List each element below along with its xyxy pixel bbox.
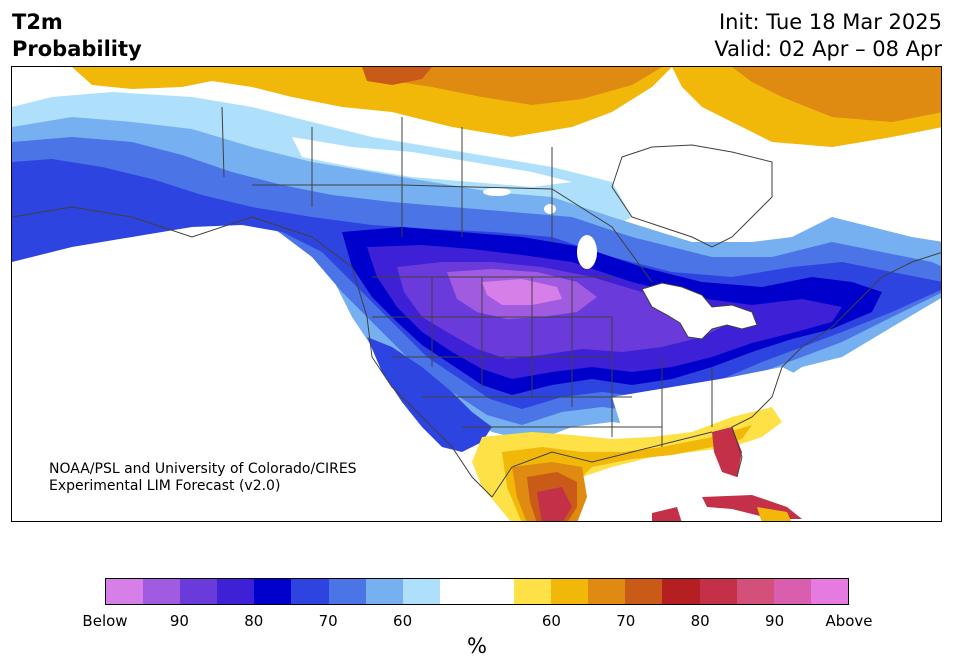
credit-line-1: NOAA/PSL and University of Colorado/CIRE… bbox=[49, 461, 357, 477]
lake-winnipeg bbox=[577, 235, 597, 269]
map-credit: NOAA/PSL and University of Colorado/CIRE… bbox=[49, 461, 357, 495]
canada-us-border bbox=[252, 184, 653, 283]
colorbar-segment bbox=[625, 579, 663, 604]
west-coastline bbox=[12, 206, 493, 498]
colorbar-tick-label: 60 bbox=[393, 612, 413, 630]
caribbean-above bbox=[652, 507, 682, 521]
product-label: Probability bbox=[12, 37, 142, 61]
credit-line-2: Experimental LIM Forecast (v2.0) bbox=[49, 478, 281, 494]
colorbar-segment bbox=[551, 579, 589, 604]
valid-range: Valid: 02 Apr – 08 Apr bbox=[714, 37, 942, 61]
boundaries bbox=[12, 106, 941, 498]
forecast-dates: Init: Tue 18 Mar 2025 Valid: 02 Apr – 08… bbox=[714, 9, 942, 63]
colorbar-segment bbox=[106, 579, 144, 604]
colorbar-tick-label: 80 bbox=[690, 612, 710, 630]
colorbar-segment bbox=[180, 579, 218, 604]
colorbar-segment bbox=[254, 579, 292, 604]
map-title: T2m Probability bbox=[12, 9, 142, 63]
colorbar-segment bbox=[365, 579, 403, 604]
alaska-border bbox=[221, 106, 225, 178]
great-slave-lake bbox=[483, 188, 511, 196]
mexico-above-crimson bbox=[537, 487, 572, 521]
east-coastline bbox=[731, 252, 941, 478]
arctic-above-strong bbox=[372, 67, 662, 105]
colorbar-segment bbox=[588, 579, 626, 604]
colorbar-tick-label: Below bbox=[82, 612, 128, 630]
colorbar-segment bbox=[328, 579, 366, 604]
colorbar-tick-label: 90 bbox=[765, 612, 785, 630]
colorbar-segment bbox=[291, 579, 329, 604]
colorbar-unit: % bbox=[467, 634, 487, 658]
map-canvas bbox=[12, 67, 941, 521]
colorbar-tick-label: Above bbox=[825, 612, 873, 630]
colorbar-segment bbox=[439, 579, 477, 604]
colorbar-segment bbox=[402, 579, 440, 604]
hudson-bay-coast bbox=[611, 144, 773, 248]
variable-label: T2m bbox=[12, 10, 63, 34]
colorbar-segment bbox=[736, 579, 774, 604]
florida-above bbox=[712, 427, 742, 477]
colorbar bbox=[105, 578, 849, 605]
colorbar-segment bbox=[143, 579, 181, 604]
colorbar-tick-label: 70 bbox=[616, 612, 636, 630]
colorbar-tick-label: 60 bbox=[541, 612, 561, 630]
greenland-strong bbox=[732, 67, 941, 122]
gulf-coastline bbox=[491, 431, 713, 498]
canada-province-lines bbox=[311, 117, 553, 242]
colorbar-segment bbox=[699, 579, 737, 604]
purple-below-peak-inner bbox=[482, 279, 562, 305]
colorbar-segment bbox=[514, 579, 552, 604]
great-lakes bbox=[641, 282, 758, 340]
colorbar-segment bbox=[810, 579, 848, 604]
colorbar-segment bbox=[773, 579, 811, 604]
lake-athabasca bbox=[544, 204, 556, 214]
probability-map bbox=[11, 66, 942, 522]
north-white-band bbox=[292, 137, 572, 187]
colorbar-tick-label: 80 bbox=[244, 612, 264, 630]
southwest-blue bbox=[367, 337, 492, 452]
colorbar-segment bbox=[476, 579, 515, 604]
colorbar-segment bbox=[217, 579, 255, 604]
hudson-bay bbox=[612, 145, 772, 247]
colorbar-segment bbox=[662, 579, 700, 604]
arctic-top-orange bbox=[362, 67, 432, 85]
colorbar-tick-label: 90 bbox=[169, 612, 189, 630]
caribbean-orange bbox=[757, 507, 792, 521]
colorbar-tick-label: 70 bbox=[318, 612, 338, 630]
init-date: Init: Tue 18 Mar 2025 bbox=[718, 10, 942, 34]
us-state-lines bbox=[372, 276, 713, 447]
